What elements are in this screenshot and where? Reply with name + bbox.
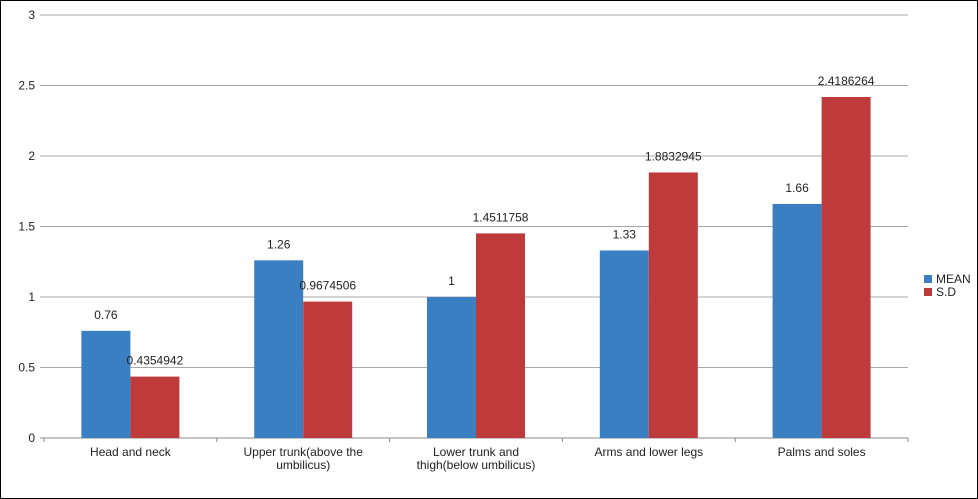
y-tick-label: 0.5 bbox=[18, 361, 35, 375]
data-label: 1 bbox=[448, 274, 455, 288]
y-tick-label: 0 bbox=[28, 431, 35, 445]
category-label: Arms and lower legs bbox=[594, 445, 703, 459]
category-label: umbilicus) bbox=[276, 458, 330, 472]
category-label: Head and neck bbox=[90, 445, 172, 459]
bar-mean bbox=[599, 250, 649, 438]
legend-label: S.D bbox=[936, 285, 956, 299]
data-label: 0.76 bbox=[94, 308, 118, 322]
category-label: Upper trunk(above the bbox=[243, 445, 363, 459]
category-label: thigh(below umbilicus) bbox=[417, 458, 536, 472]
data-label: 0.9674506 bbox=[299, 279, 356, 293]
y-tick-label: 2.5 bbox=[18, 79, 35, 93]
y-tick-label: 3 bbox=[28, 8, 35, 22]
bar-mean bbox=[254, 260, 304, 438]
category-label: Lower trunk and bbox=[433, 445, 519, 459]
legend-swatch bbox=[924, 275, 932, 283]
data-label: 0.4354942 bbox=[127, 354, 184, 368]
data-label: 2.4186264 bbox=[818, 74, 875, 88]
bar-s-d bbox=[476, 233, 525, 438]
bar-mean bbox=[772, 203, 822, 438]
bar-s-d bbox=[303, 301, 353, 438]
bar-s-d bbox=[648, 172, 698, 438]
bar-mean bbox=[81, 330, 131, 438]
bar-s-d bbox=[130, 376, 180, 438]
bar-s-d bbox=[821, 96, 871, 438]
y-tick-label: 1.5 bbox=[18, 220, 35, 234]
bar-mean bbox=[427, 297, 476, 438]
legend-swatch bbox=[924, 288, 932, 296]
category-label: Palms and soles bbox=[778, 445, 866, 459]
y-tick-label: 2 bbox=[28, 149, 35, 163]
data-label: 1.33 bbox=[613, 227, 637, 241]
data-label: 1.4511758 bbox=[473, 210, 529, 224]
data-label: 1.8832945 bbox=[645, 149, 702, 163]
data-label: 1.66 bbox=[785, 181, 809, 195]
y-tick-label: 1 bbox=[28, 290, 35, 304]
data-label: 1.26 bbox=[267, 237, 291, 251]
legend-label: MEAN bbox=[936, 272, 971, 286]
